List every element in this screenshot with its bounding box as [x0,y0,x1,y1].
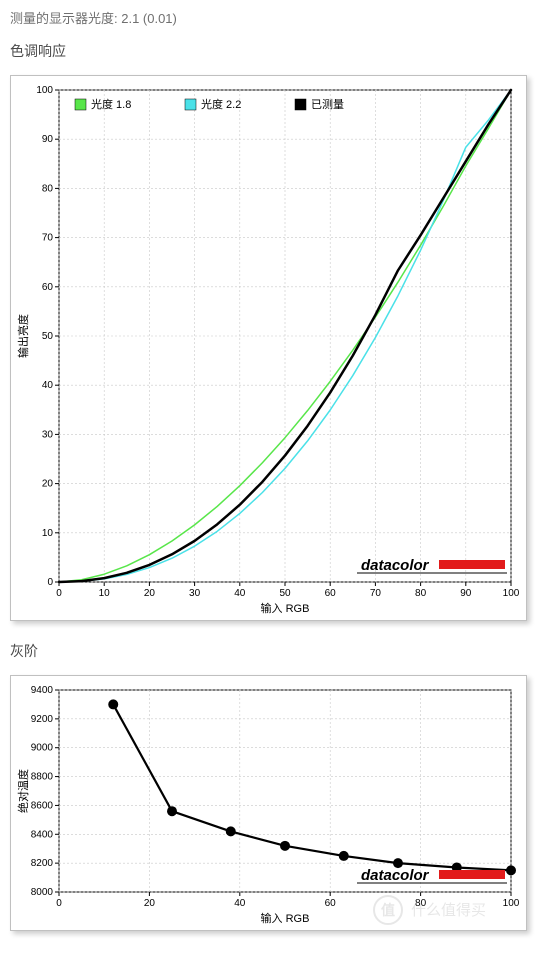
svg-text:已测量: 已测量 [311,98,344,111]
svg-text:8200: 8200 [31,858,54,869]
svg-text:8400: 8400 [31,829,54,840]
svg-text:70: 70 [370,588,382,599]
svg-text:8800: 8800 [31,772,54,783]
svg-text:60: 60 [42,282,54,293]
svg-text:70: 70 [42,233,54,244]
svg-text:光度 2.2: 光度 2.2 [201,97,241,111]
grayscale-chart: 0 20 40 60 80 100 8000 8200 8400 8600 8800 9000 9200… [10,675,527,931]
svg-text:0: 0 [56,588,62,599]
svg-text:50: 50 [42,331,54,342]
section-title-tone: 色调响应 [10,41,527,61]
svg-text:9000: 9000 [31,743,54,754]
svg-text:40: 40 [234,898,246,909]
svg-text:40: 40 [42,380,54,391]
svg-text:50: 50 [279,588,291,599]
measured-gamma-label: 测量的显示器光度: 2.1 (0.01) [10,8,527,27]
tone-response-chart: 0 10 20 30 40 50 60 70 80 90 100 0 10 20 30 40 50 60 70 80 9… [10,75,527,621]
svg-text:8600: 8600 [31,800,54,811]
svg-text:光度 1.8: 光度 1.8 [91,97,131,111]
svg-text:40: 40 [234,588,246,599]
svg-text:90: 90 [42,134,54,145]
svg-text:20: 20 [144,588,156,599]
svg-text:10: 10 [42,528,54,539]
svg-text:0: 0 [56,898,62,909]
svg-text:100: 100 [503,898,520,909]
svg-text:datacolor: datacolor [361,867,430,884]
svg-text:100: 100 [36,85,53,96]
svg-text:9200: 9200 [31,714,54,725]
svg-text:30: 30 [189,588,201,599]
svg-text:输出亮度: 输出亮度 [16,314,30,358]
svg-text:20: 20 [144,898,156,909]
section-title-gray: 灰阶 [10,641,527,661]
svg-text:10: 10 [99,588,111,599]
svg-text:80: 80 [415,588,427,599]
svg-text:80: 80 [415,898,427,909]
svg-text:60: 60 [325,898,337,909]
svg-text:输入 RGB: 输入 RGB [261,601,310,615]
svg-text:20: 20 [42,479,54,490]
svg-text:0: 0 [47,577,53,588]
svg-text:90: 90 [460,588,472,599]
svg-text:输入 RGB: 输入 RGB [261,911,310,925]
svg-text:80: 80 [42,183,54,194]
svg-text:9400: 9400 [31,685,54,696]
svg-text:60: 60 [325,588,337,599]
svg-text:30: 30 [42,429,54,440]
svg-text:绝对温度: 绝对温度 [16,769,30,813]
svg-text:8000: 8000 [31,887,54,898]
svg-text:100: 100 [503,588,520,599]
svg-text:datacolor: datacolor [361,557,430,574]
